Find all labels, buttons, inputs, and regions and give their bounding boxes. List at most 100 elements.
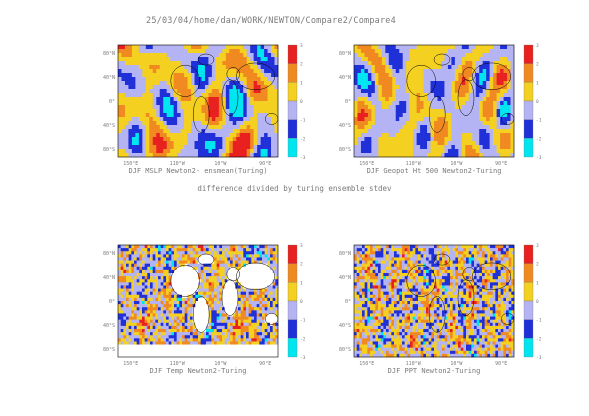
heatmap-cell [144,338,148,342]
heatmap-cell [267,254,271,258]
heatmap-cell [208,145,213,150]
heatmap-cell [264,65,268,70]
heatmap-cell [267,335,271,339]
heatmap-cell [191,129,195,134]
heatmap-cell [158,248,161,252]
heatmap-cell [214,332,217,336]
heatmap-cell [120,263,124,268]
heatmap-cell [246,273,249,277]
heatmap-cell [264,316,268,320]
heatmap-cell [454,89,459,94]
heatmap-cell [500,45,504,50]
heatmap-cell [248,332,252,336]
heatmap-cell [465,73,470,78]
heatmap-cell [275,285,279,289]
heatmap-cell [173,57,178,62]
heatmap-cell [215,97,220,102]
heatmap-cell [264,53,268,58]
heatmap-cell [124,69,129,74]
heatmap-cell [131,129,136,134]
heatmap-cell [407,248,411,252]
heatmap-cell [253,45,258,50]
heatmap-cell [187,248,191,252]
heatmap-cell [423,85,428,90]
heatmap-cell [155,291,159,296]
heatmap-cell [139,285,143,289]
heatmap-cell [374,69,379,74]
heatmap-cell [437,137,442,142]
heatmap-cell [430,65,435,70]
x-tick-label: 110°W [406,161,422,167]
heatmap-cell [482,61,487,66]
heatmap-cell [264,310,268,314]
heatmap-cell [461,137,466,142]
heatmap-cell [123,304,127,308]
heatmap-cell [392,101,397,106]
heatmap-cell [235,288,239,292]
heatmap-cell [135,101,140,106]
heatmap-cell [208,279,212,283]
heatmap-cell [215,57,220,62]
heatmap-cell [171,263,175,268]
heatmap-cell [131,297,135,302]
heatmap-cell [200,288,204,292]
heatmap-cell [454,117,459,122]
heatmap-cell [142,313,145,317]
heatmap-cell [159,77,164,82]
heatmap-cell [160,307,164,311]
heatmap-cell [131,245,135,249]
heatmap-cell [208,129,213,134]
heatmap-cell [461,85,466,90]
heatmap-cell [374,149,379,154]
heatmap-cell [437,77,442,82]
heatmap-cell [239,69,244,74]
heatmap-cell [468,97,473,102]
heatmap-cell [264,257,268,261]
heatmap-cell [248,254,252,258]
heatmap-cell [396,245,400,249]
heatmap-cell [357,121,362,126]
heatmap-cell [270,285,273,289]
heatmap-cell [406,65,410,70]
heatmap-cell [275,350,279,355]
heatmap-cell [182,313,185,317]
heatmap-cell [180,57,185,62]
heatmap-cell [240,245,244,249]
heatmap-cell [171,288,175,292]
heatmap-cell [123,307,127,311]
heatmap-cell [264,251,268,255]
heatmap-cell [229,77,234,82]
heatmap-cell [126,263,129,268]
heatmap-cell [381,93,386,98]
heatmap-cell [149,125,154,130]
heatmap-cell [176,344,180,348]
heatmap-cell [166,121,171,126]
heatmap-cell [139,338,143,342]
heatmap-cell [187,109,192,114]
heatmap-cell [123,282,127,286]
heatmap-cell [253,141,258,146]
heatmap-cell [123,257,127,261]
heatmap-cell [412,251,416,255]
heatmap-cell [267,291,271,296]
heatmap-cell [238,344,241,348]
heatmap-cell [367,141,372,146]
heatmap-cell [367,125,372,130]
heatmap-cell [272,291,276,296]
heatmap-cell [184,149,188,154]
heatmap-cell [131,101,136,106]
heatmap-cell [451,45,456,50]
heatmap-cell [461,57,466,62]
heatmap-cell [248,335,252,339]
heatmap-cell [156,105,161,110]
heatmap-cell [264,329,268,333]
heatmap-cell [222,304,225,308]
heatmap-cell [194,149,199,154]
colorbar-swatch [523,138,534,158]
heatmap-cell [259,350,263,355]
heatmap-cell [251,301,255,305]
colorbar-swatch [523,82,534,102]
heatmap-cell [214,294,217,299]
heatmap-cell [219,322,223,327]
